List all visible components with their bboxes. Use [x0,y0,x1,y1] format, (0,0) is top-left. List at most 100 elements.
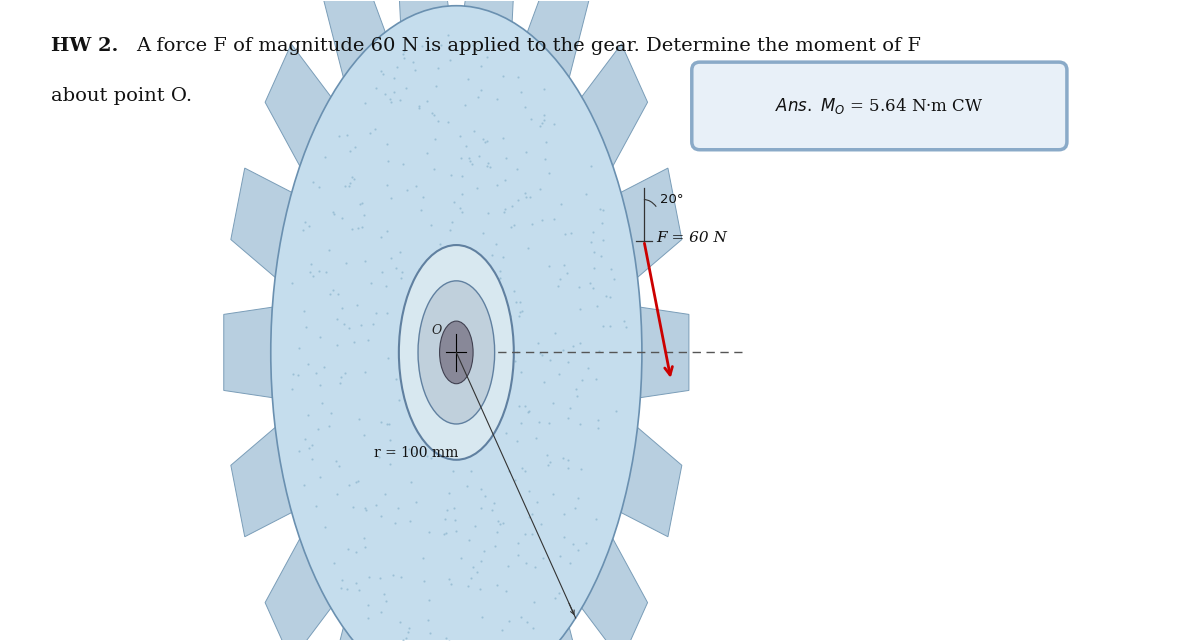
Point [394,307,413,317]
Point [316,151,335,162]
Point [352,320,371,330]
Point [317,267,336,277]
Point [517,192,536,202]
Point [518,407,538,417]
Point [583,228,602,238]
Point [395,53,414,63]
Point [398,626,418,637]
Point [323,207,342,217]
Point [491,266,510,276]
Point [324,285,343,296]
Point [446,274,466,284]
Point [588,423,607,433]
Point [486,238,505,249]
Text: F = 60 N: F = 60 N [656,231,727,246]
Point [395,379,414,390]
Point [377,419,396,429]
Point [554,509,574,519]
Point [594,235,613,245]
Text: O: O [431,324,442,338]
Point [508,72,527,83]
Point [409,103,428,113]
Point [440,55,460,65]
Point [520,486,539,496]
Point [382,193,401,203]
Point [446,280,466,290]
Point [384,570,403,581]
Point [432,40,451,50]
Point [366,500,385,510]
Point [340,178,359,188]
Point [550,369,569,379]
Point [440,342,460,353]
Point [415,402,434,412]
Point [444,503,463,513]
Point [461,466,480,476]
Point [395,638,414,641]
Polygon shape [323,628,385,641]
Polygon shape [582,538,648,641]
Point [452,188,472,199]
Point [583,283,602,293]
Point [314,522,334,532]
Point [427,81,446,92]
Point [472,436,491,446]
Point [518,244,538,254]
Point [487,180,506,190]
Point [438,30,457,40]
Point [524,623,544,633]
Point [494,387,514,397]
Point [464,126,484,137]
Point [413,553,432,563]
Point [499,327,518,337]
Point [456,397,475,408]
Point [520,192,539,202]
Point [486,541,505,551]
Point [461,573,480,583]
Point [475,490,494,501]
Point [594,204,613,215]
Point [516,558,535,568]
Point [361,128,380,138]
Point [343,172,362,183]
Point [581,161,600,171]
Point [493,367,512,377]
Point [539,418,558,428]
Point [365,124,384,135]
Point [445,197,464,207]
Point [371,232,390,242]
Point [515,188,534,198]
Point [284,369,304,379]
Point [450,131,469,141]
Point [379,419,398,429]
Point [343,501,362,512]
Point [385,517,404,528]
Point [347,547,366,558]
Point [300,267,319,278]
Point [418,615,437,625]
Point [460,156,479,166]
Point [404,448,424,458]
Point [457,481,476,492]
Point [467,313,486,324]
Point [335,181,354,191]
Point [467,409,486,419]
Point [306,367,325,378]
Point [497,428,516,438]
Point [439,117,458,127]
Point [438,326,457,337]
Point [482,328,502,338]
Text: HW 2.: HW 2. [52,37,119,55]
Point [468,92,487,102]
Point [545,119,564,129]
Point [295,433,314,444]
Point [332,213,352,223]
Point [467,45,486,55]
Point [438,504,457,515]
Point [384,72,403,83]
Point [589,346,608,356]
Point [584,263,604,273]
Point [496,204,515,214]
Point [439,636,458,641]
Point [347,578,366,588]
